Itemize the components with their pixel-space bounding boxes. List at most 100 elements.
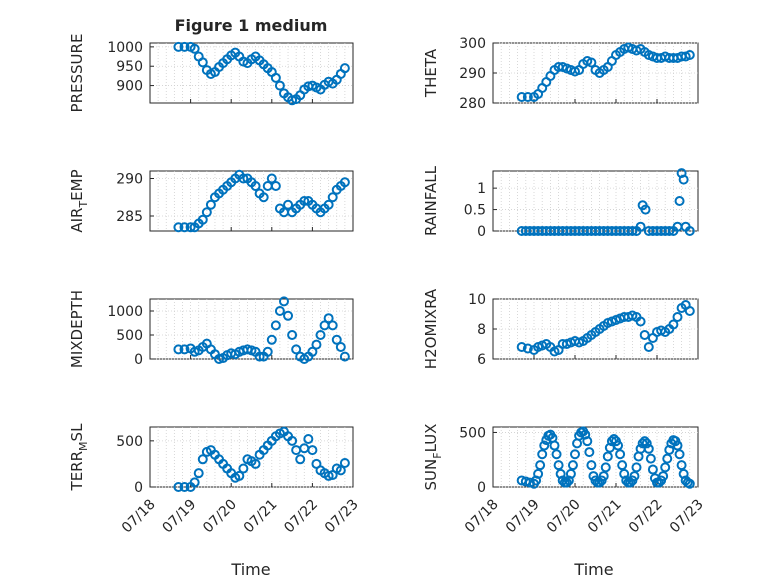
rainfall-data-point [664,226,675,236]
air_temp-data-point [201,207,212,218]
h2omixra-y-axis-label: H2OMIXRA [422,288,440,369]
air_temp-data-point [197,214,208,225]
mixdepth-data-point [173,344,184,355]
air_temp-data-point [323,199,334,210]
air_temp-data-point [283,199,294,210]
rainfall-data-point [674,196,685,206]
rainfall-y-tick-label: 0.5 [464,203,486,219]
mixdepth-data-point [311,339,322,350]
sun_flux-x-tick-label: 07/21 [585,496,625,536]
h2omixra-data-point [639,330,650,340]
terr_msl-data-point [295,454,306,465]
sun_flux-data-point [582,436,593,447]
h2omixra-data-point [668,319,679,330]
sun_flux-data-point [586,460,597,471]
sun_flux-data-point [615,449,626,460]
sun_flux-data-point [617,460,628,471]
sun_flux-data-point [539,440,550,451]
sun_flux-data-point [584,447,595,458]
sun_flux-x-tick-label: 07/22 [626,496,666,536]
figure-title: Figure 1 medium [175,16,328,35]
sun_flux-data-point [561,477,572,488]
terr_msl-x-tick-label: 07/20 [200,496,240,536]
sun_flux-y-tick-label: 500 [459,425,486,441]
terr_msl-x-tick-label: 07/18 [119,496,159,536]
air_temp-y-tick-label: 290 [116,172,143,188]
pressure-data-point [270,72,281,83]
pressure-y-tick-label: 1000 [107,40,143,56]
sun_flux-data-point [629,471,640,482]
terr_msl-data-point [238,463,249,474]
rainfall-data-point [627,226,638,236]
sun_flux-data-point [658,471,669,482]
theta-data-point [684,50,695,60]
sun_flux-data-point [684,478,695,489]
sun_flux-data-point [549,440,560,451]
h2omixra-data-point [635,316,646,327]
air_temp-data-point [327,192,338,203]
sun_flux-data-point [570,449,580,460]
sun_flux-data-point [613,440,624,451]
sun_flux-data-point [647,464,658,475]
rainfall-data-point [684,226,695,236]
mixdepth-data-point [331,334,342,345]
terr_msl-x-tick-label: 07/23 [322,496,362,536]
rainfall-y-axis-label: RAINFALL [422,165,440,236]
mixdepth-data-point [214,354,225,364]
pressure-data-point [173,41,184,52]
sun_flux-data-point [598,471,609,482]
pressure-y-axis-label: PRESSURE [68,34,86,113]
sun_flux-data-point [524,477,535,488]
sun_flux-x-tick-label: 07/18 [462,496,502,536]
terr_msl-data-point [287,435,298,446]
air_temp-data-point [299,196,310,206]
air_temp-data-point [173,222,184,233]
h2omixra-y-tick-label: 10 [468,292,486,308]
terr_msl-y-tick-label: 500 [116,434,143,450]
terr_msl-data-point [197,454,208,465]
sun_flux-data-point [637,438,648,449]
air_temp-data-point [258,192,269,203]
mixdepth-y-tick-label: 1000 [107,304,143,320]
terr_msl-data-point [323,470,334,481]
sun_flux-data-point [602,451,613,462]
sun_flux-data-point [553,460,564,471]
mixdepth-y-tick-label: 500 [116,328,143,344]
rainfall-data-point [678,174,689,185]
mixdepth-data-point [179,344,190,355]
mixdepth-data-point [335,342,346,352]
h2omixra-data-point [684,306,695,316]
sun_flux-data-point [533,468,544,479]
air_temp-data-point [339,177,350,188]
air_temp-data-point [266,173,277,184]
sun_flux-data-point [551,449,562,460]
subplot-rainfall: 1 0.5 0 RAINFALL [422,165,699,240]
air_temp-data-point [250,181,261,191]
air_temp-y-tick-label: 285 [116,209,143,225]
air_temp-data-point [179,222,190,233]
terr_msl-data-point [189,477,200,488]
terr_msl-x-tick-label: 07/22 [281,496,321,536]
sun_flux-data-point [676,460,687,471]
h2omixra-data-point [643,342,654,352]
mixdepth-data-point [327,320,338,331]
mixdepth-data-point [266,334,277,345]
sun_flux-data-point [660,462,671,473]
theta-y-axis-label: THETA [422,48,440,98]
terr_msl-data-point [303,434,314,444]
h2omixra-data-point [516,342,527,352]
mixdepth-data-point [262,346,273,357]
x-axis-label-right: Time [573,560,613,579]
sun_flux-y-axis-label: SUNFLUX [422,424,444,491]
air_temp-data-point [185,222,196,233]
mixdepth-y-axis-label: MIXDEPTH [68,290,86,368]
air_temp-data-point [238,173,249,184]
sun_flux-x-tick-label: 07/19 [503,496,543,536]
pressure-data-point [189,43,200,54]
mixdepth-data-point [278,296,289,307]
terr_msl-x-tick-label: 07/21 [241,496,281,536]
air_temp-data-point [205,199,216,210]
sun_flux-data-point [565,468,576,479]
mixdepth-data-point [270,320,281,331]
